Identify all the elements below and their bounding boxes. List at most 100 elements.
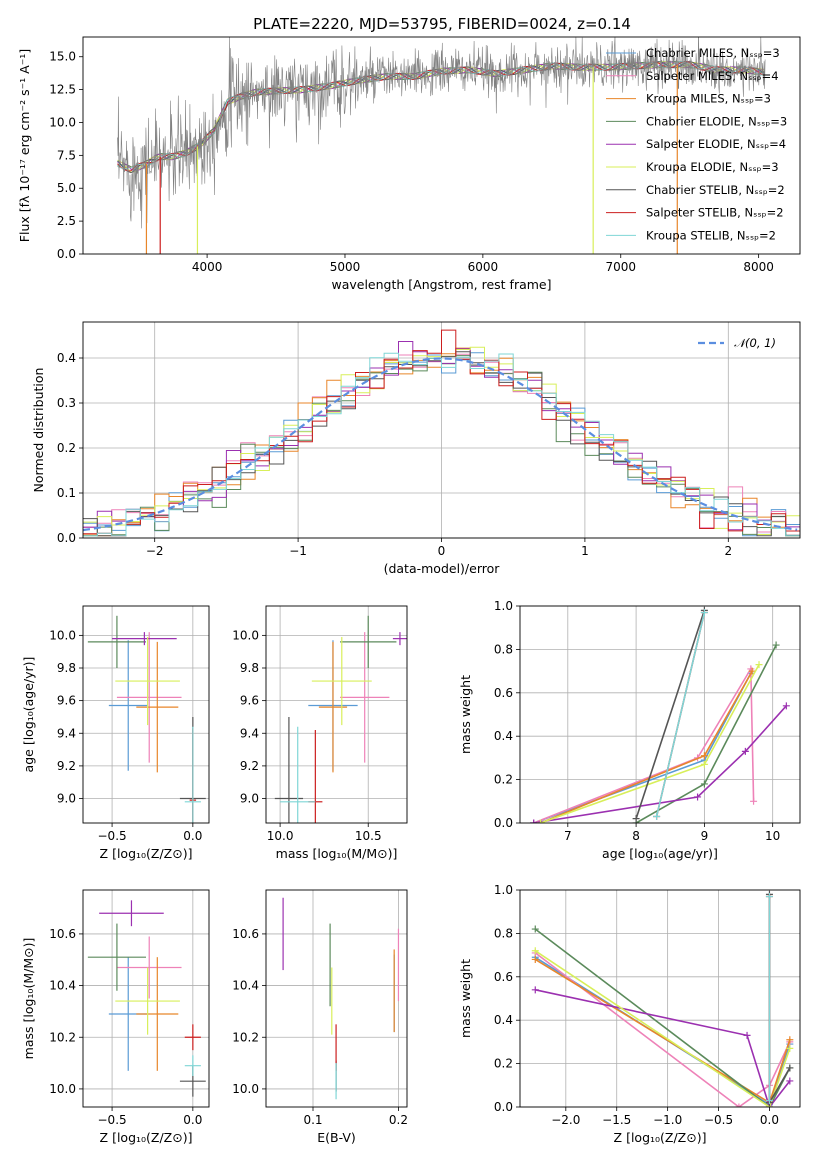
data-point-marker xyxy=(782,702,790,710)
histogram-line xyxy=(83,329,800,537)
series-line xyxy=(533,666,755,823)
series-line xyxy=(655,612,706,817)
data-point-marker xyxy=(700,760,708,768)
data-point-marker xyxy=(786,1044,794,1052)
x-axis-label: Z [log₁₀(Z/Z⊙)] xyxy=(614,1130,707,1145)
normal-curve-line xyxy=(83,357,798,532)
axes-frame xyxy=(265,889,408,1108)
axes-frame xyxy=(82,321,801,539)
y-tick-label: 0.6 xyxy=(494,970,513,984)
panel-age-mass: 10.0 10.5 9.0 9.2 9.4 9.6 9.8 10.0 mass [log₁₀(M… xyxy=(232,605,408,861)
y-tick-label: 12.5 xyxy=(49,83,76,97)
y-tick-label: 9.4 xyxy=(240,726,259,740)
y-tick-label: 9.0 xyxy=(240,792,259,806)
y-axis-label: mass weight xyxy=(458,959,473,1038)
data-point-marker xyxy=(741,747,749,755)
plot-area xyxy=(87,900,206,1097)
y-tick-label: 0.4 xyxy=(494,1013,513,1027)
axes-frame xyxy=(82,889,210,1108)
x-tick-label: 0.0 xyxy=(760,1113,779,1127)
y-tick-label: 10.4 xyxy=(49,979,76,993)
y-tick-label: 9.2 xyxy=(57,759,76,773)
chart-title: PLATE=2220, MJD=53795, FIBERID=0024, z=0… xyxy=(253,15,631,33)
data-point-marker xyxy=(531,955,539,963)
x-tick-label: 10.0 xyxy=(267,829,294,843)
x-tick-label: 2 xyxy=(724,544,732,558)
y-tick-label: 10.0 xyxy=(49,628,76,642)
panel-mass-Z: −0.5 0.0 10.0 10.2 10.4 10.6 Z [log₁₀(Z/Z⊙)] ma… xyxy=(21,889,210,1145)
x-tick-label: −0.5 xyxy=(98,1113,127,1127)
plot-area xyxy=(87,615,206,823)
axes-frame xyxy=(519,889,801,1108)
x-tick-label: 0.1 xyxy=(303,1113,322,1127)
data-point-marker xyxy=(772,641,780,649)
x-axis-label: mass [log₁₀(M/M⊙)] xyxy=(276,846,398,861)
x-tick-label: 7000 xyxy=(605,260,636,274)
legend-entry: Kroupa MILES, Nₛₛₚ=3 xyxy=(646,92,771,106)
plot-area xyxy=(83,329,800,537)
x-tick-label: 4000 xyxy=(192,260,223,274)
x-tick-label: 0.0 xyxy=(183,1113,202,1127)
y-tick-label: 9.4 xyxy=(57,726,76,740)
y-tick-label: 1.0 xyxy=(494,883,513,897)
data-point-marker xyxy=(531,986,539,994)
y-tick-label: 9.2 xyxy=(240,759,259,773)
x-tick-label: 0 xyxy=(438,544,446,558)
y-axis-label: Normed distribution xyxy=(31,368,46,493)
legend-entry: Kroupa STELIB, Nₛₛₚ=2 xyxy=(646,228,776,242)
y-tick-label: 9.8 xyxy=(57,661,76,675)
series-line xyxy=(534,928,791,1107)
y-tick-label: 1.0 xyxy=(494,599,513,613)
data-point-marker xyxy=(531,947,539,955)
data-point-marker xyxy=(786,1064,794,1072)
y-tick-label: 7.5 xyxy=(57,148,76,162)
y-tick-label: 10.0 xyxy=(232,1082,259,1096)
x-tick-label: 10.5 xyxy=(355,829,382,843)
y-tick-label: 0.4 xyxy=(494,729,513,743)
x-tick-label: 10 xyxy=(765,829,780,843)
legend-entry: Chabrier MILES, Nₛₛₚ=3 xyxy=(646,46,780,60)
x-tick-label: −0.5 xyxy=(98,829,127,843)
data-point-marker xyxy=(653,812,661,820)
legend-entry: Kroupa ELODIE, Nₛₛₚ=3 xyxy=(646,160,779,174)
y-tick-label: 0.0 xyxy=(57,531,76,545)
series-line xyxy=(635,610,706,819)
y-tick-label: 10.2 xyxy=(49,1030,76,1044)
y-tick-label: 10.0 xyxy=(49,1082,76,1096)
data-point-marker xyxy=(531,925,539,933)
y-tick-label: 0.2 xyxy=(494,773,513,787)
data-point-marker xyxy=(786,1036,794,1044)
y-tick-label: 0.4 xyxy=(57,351,76,365)
axes-frame xyxy=(82,36,801,255)
data-point-marker xyxy=(743,1031,751,1039)
data-point-marker xyxy=(765,1096,773,1104)
x-tick-label: −2.0 xyxy=(551,1113,580,1127)
y-tick-label: 0.8 xyxy=(494,926,513,940)
x-tick-label: 9 xyxy=(701,829,709,843)
data-spectrum-line xyxy=(117,37,766,229)
plot-area xyxy=(282,897,400,1100)
data-point-marker xyxy=(694,793,702,801)
y-axis-label: age [log₁₀(age/yr)] xyxy=(21,657,36,773)
data-point-marker xyxy=(632,815,640,823)
y-tick-label: 0.0 xyxy=(57,247,76,261)
legend-entry: 𝒩(0, 1) xyxy=(734,336,776,350)
x-axis-label: Z [log₁₀(Z/Z⊙)] xyxy=(100,1130,193,1145)
series-line xyxy=(533,705,787,823)
histogram-line xyxy=(83,352,800,537)
x-tick-label: 8000 xyxy=(743,260,774,274)
data-point-marker xyxy=(735,1103,743,1107)
x-tick-label: 0.0 xyxy=(183,829,202,843)
axes-frame xyxy=(519,605,801,824)
y-tick-label: 0.0 xyxy=(494,816,513,830)
axes-frame xyxy=(82,605,210,824)
y-tick-label: 0.2 xyxy=(57,441,76,455)
x-tick-label: −2 xyxy=(146,544,164,558)
panel-massweight-Z: −2.0 −1.5 −1.0 −0.5 0.0 0.0 0.2 0.4 0.6 0.8 1.0 Z [… xyxy=(458,883,801,1145)
plot-area xyxy=(531,890,794,1107)
series-line xyxy=(534,956,791,1107)
y-tick-label: 0.2 xyxy=(494,1057,513,1071)
y-tick-label: 10.2 xyxy=(232,1030,259,1044)
y-tick-label: 10.0 xyxy=(49,115,76,129)
